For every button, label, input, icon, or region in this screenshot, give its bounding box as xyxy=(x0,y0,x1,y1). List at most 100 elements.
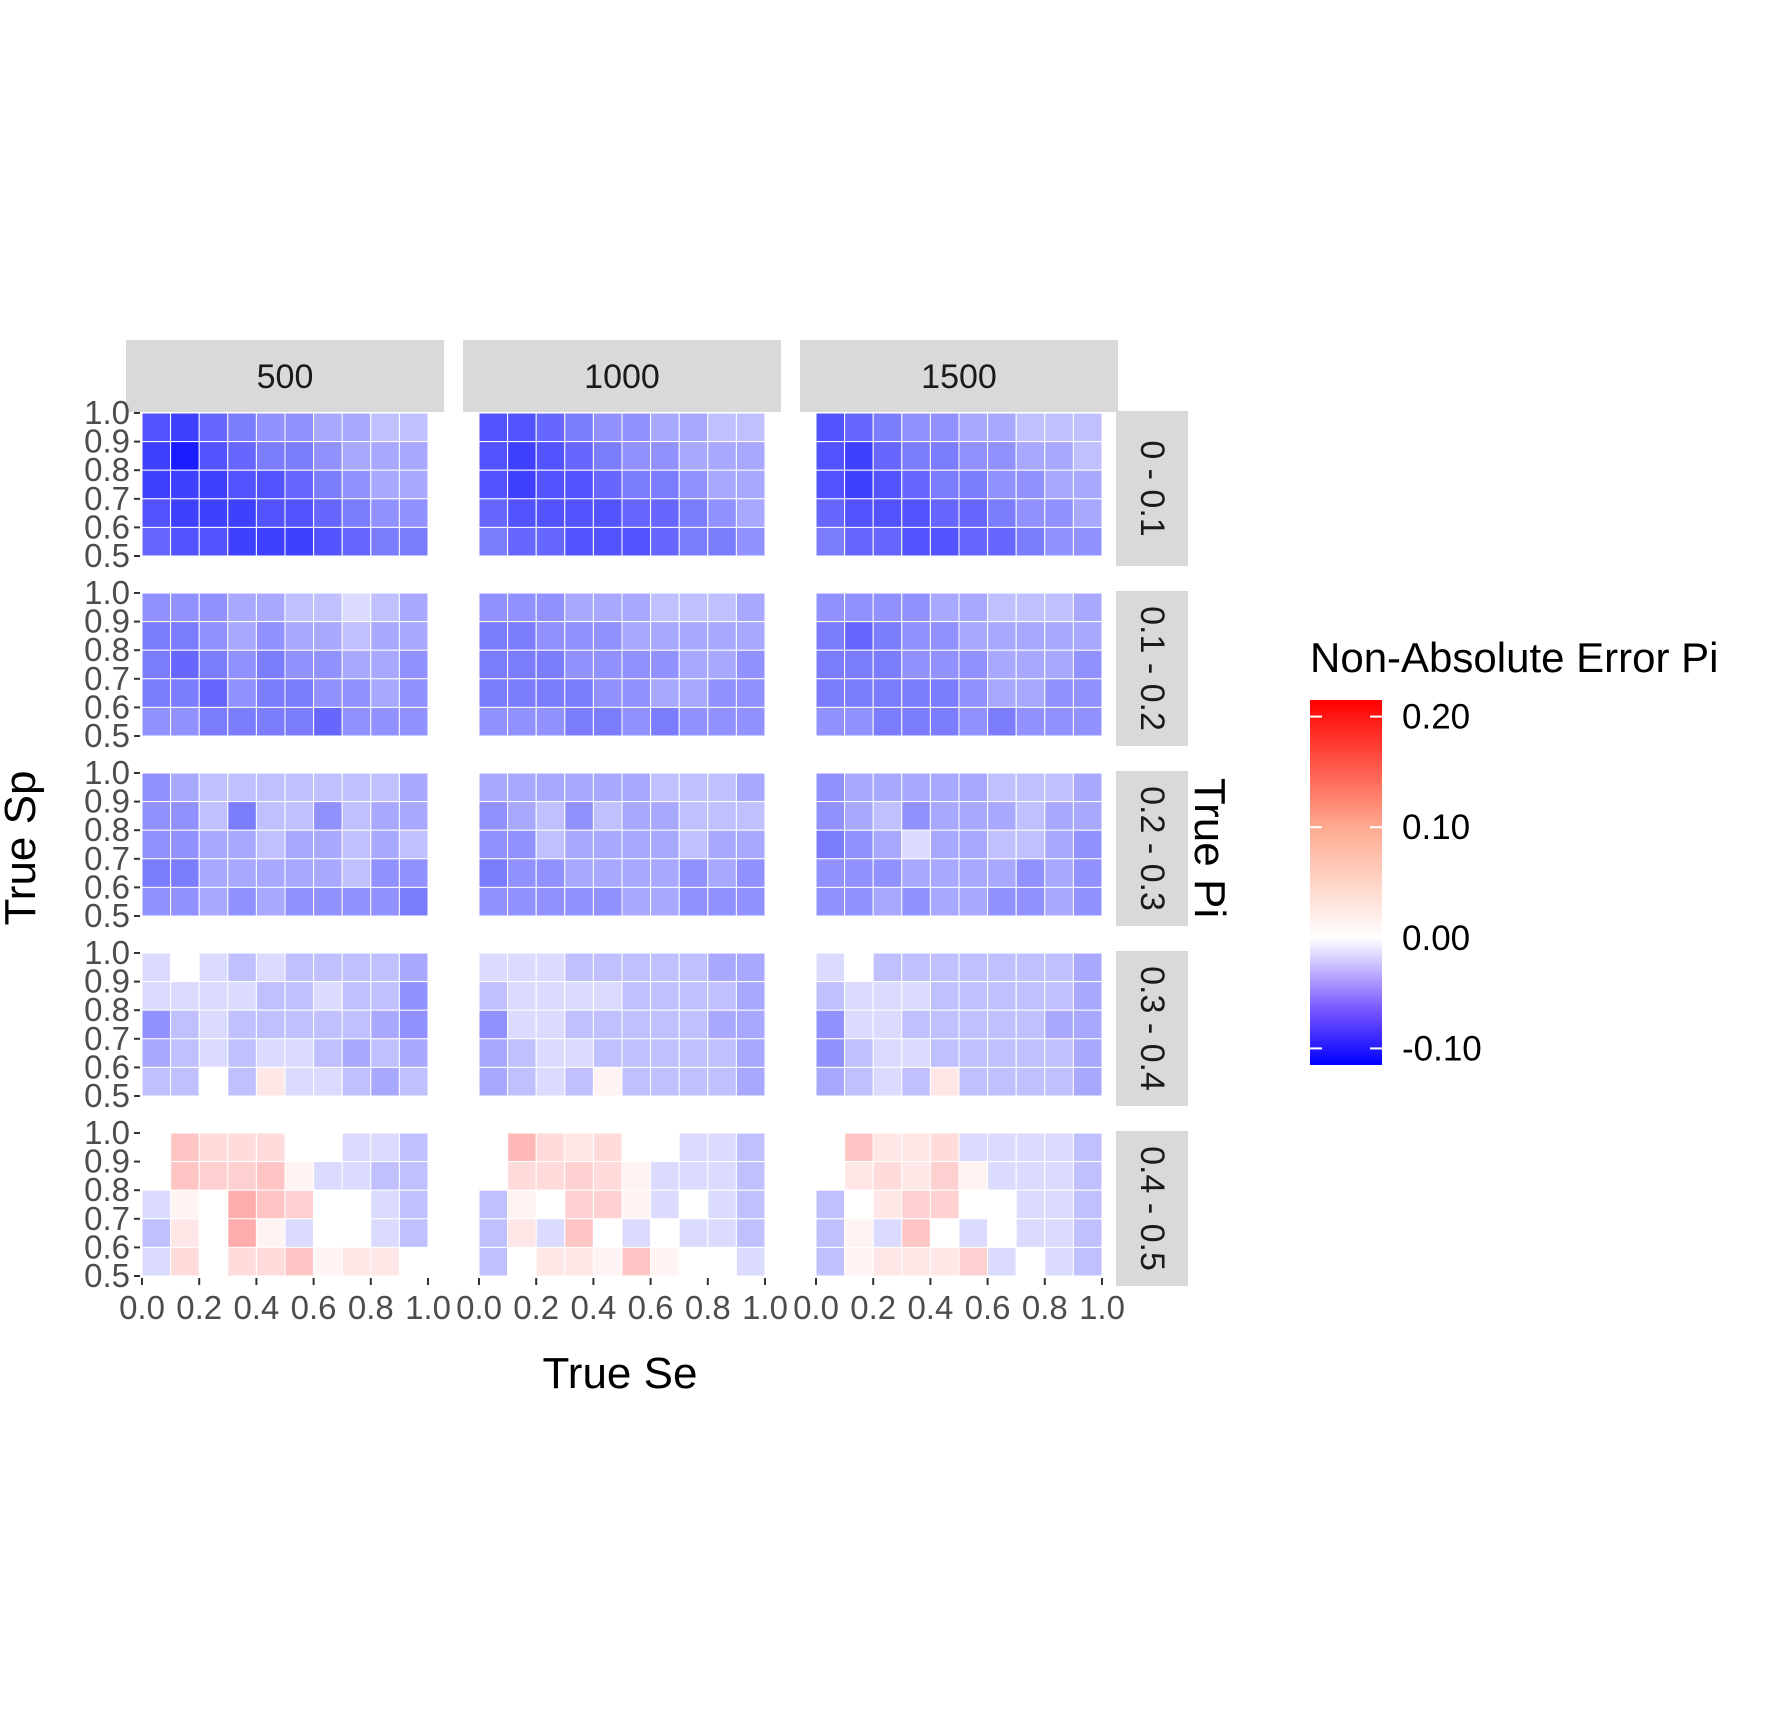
heatmap-cell xyxy=(929,1066,960,1097)
heatmap-cell xyxy=(678,621,709,651)
heatmap-cell xyxy=(707,1038,737,1068)
heatmap-cell xyxy=(1044,412,1074,443)
x-axis-title: True Se xyxy=(543,1349,698,1398)
heatmap-cell xyxy=(341,706,372,737)
heatmap-cell xyxy=(507,1218,537,1248)
heatmap-cell xyxy=(255,678,286,708)
heatmap-cell xyxy=(592,1218,623,1248)
heatmap-cell xyxy=(815,1132,846,1163)
heatmap-cell xyxy=(678,441,709,471)
heatmap-cell xyxy=(478,1246,509,1277)
heatmap-cell xyxy=(564,469,594,500)
heatmap-cell xyxy=(1044,621,1074,651)
heatmap-cell xyxy=(1044,1038,1074,1068)
heatmap-cell xyxy=(1015,498,1046,528)
heatmap-cell xyxy=(170,1038,200,1068)
heatmap-cell xyxy=(815,886,846,917)
heatmap-cell xyxy=(1072,1038,1103,1068)
heatmap-cell xyxy=(198,1246,229,1277)
heatmap-cell xyxy=(255,952,286,983)
heatmap-cell xyxy=(958,1189,989,1220)
heatmap-cell xyxy=(901,1009,931,1040)
heatmap-cell xyxy=(1072,526,1103,557)
heatmap-cell xyxy=(170,1132,200,1163)
heatmap-cell xyxy=(313,1066,343,1097)
heatmap-cell xyxy=(872,1066,903,1097)
heatmap-cell xyxy=(564,412,594,443)
heatmap-cell xyxy=(592,1009,623,1040)
heatmap-cell xyxy=(370,886,400,917)
x-tick-label: 0.0 xyxy=(793,1289,839,1326)
heatmap-cell xyxy=(650,981,680,1011)
heatmap-cell xyxy=(341,678,372,708)
heatmap-cell xyxy=(227,772,257,803)
heatmap-cell xyxy=(255,1038,286,1068)
heatmap-cell xyxy=(170,981,200,1011)
heatmap-cell xyxy=(1015,772,1046,803)
heatmap-cell xyxy=(929,1218,960,1248)
heatmap-cell xyxy=(1072,412,1103,443)
heatmap-cell xyxy=(370,829,400,860)
heatmap-cell xyxy=(650,469,680,500)
heatmap-cell xyxy=(707,858,737,888)
column-strip-500 xyxy=(126,340,444,412)
heatmap-cell xyxy=(650,772,680,803)
heatmap-cell xyxy=(507,498,537,528)
heatmap-cell xyxy=(815,952,846,983)
heatmap-cell xyxy=(650,801,680,831)
heatmap-cell xyxy=(707,1009,737,1040)
heatmap-cell xyxy=(621,858,652,888)
legend-tick-label: 0.20 xyxy=(1402,698,1470,737)
heatmap-cell xyxy=(844,1009,874,1040)
heatmap-cell xyxy=(872,678,903,708)
heatmap-cell xyxy=(398,1066,429,1097)
heatmap-cell xyxy=(398,469,429,500)
heatmap-cell xyxy=(398,592,429,623)
heatmap-cell xyxy=(341,858,372,888)
heatmap-cell xyxy=(1015,981,1046,1011)
heatmap-cell xyxy=(1072,621,1103,651)
heatmap-cell xyxy=(198,1038,229,1068)
y-tick-label: 0.7 xyxy=(84,480,130,517)
heatmap-cell xyxy=(621,981,652,1011)
heatmap-cell xyxy=(141,526,172,557)
heatmap-cell xyxy=(958,441,989,471)
heatmap-cell xyxy=(341,592,372,623)
heatmap-cell xyxy=(170,412,200,443)
heatmap-cell xyxy=(141,952,172,983)
heatmap-cell xyxy=(592,412,623,443)
heatmap-cell xyxy=(564,706,594,737)
heatmap-cell xyxy=(141,772,172,803)
heatmap-cell xyxy=(564,1218,594,1248)
heatmap-cell xyxy=(478,981,509,1011)
heatmap-cell xyxy=(929,678,960,708)
heatmap-cell xyxy=(872,952,903,983)
heatmap-cell xyxy=(313,498,343,528)
heatmap-cell xyxy=(564,1038,594,1068)
heatmap-cell xyxy=(872,649,903,680)
heatmap-cell xyxy=(735,441,766,471)
heatmap-cell xyxy=(535,1189,566,1220)
heatmap-cell xyxy=(844,858,874,888)
heatmap-cell xyxy=(535,1132,566,1163)
heatmap-cell xyxy=(227,469,257,500)
x-tick-label: 1.0 xyxy=(1079,1289,1125,1326)
heatmap-cell xyxy=(929,1132,960,1163)
heatmap-cell xyxy=(707,526,737,557)
heatmap-cell xyxy=(678,858,709,888)
heatmap-cell xyxy=(844,469,874,500)
heatmap-cell xyxy=(198,592,229,623)
heatmap-cell xyxy=(621,1009,652,1040)
heatmap-cell xyxy=(958,772,989,803)
heatmap-cell xyxy=(844,1038,874,1068)
heatmap-cell xyxy=(370,526,400,557)
heatmap-cell xyxy=(987,592,1017,623)
heatmap-cell xyxy=(478,1161,509,1191)
heatmap-cell xyxy=(844,772,874,803)
heatmap-cell xyxy=(227,592,257,623)
heatmap-cell xyxy=(815,526,846,557)
heatmap-cell xyxy=(707,1161,737,1191)
heatmap-cell xyxy=(735,801,766,831)
y-tick-label: 1.0 xyxy=(84,934,130,971)
heatmap-cell xyxy=(929,441,960,471)
